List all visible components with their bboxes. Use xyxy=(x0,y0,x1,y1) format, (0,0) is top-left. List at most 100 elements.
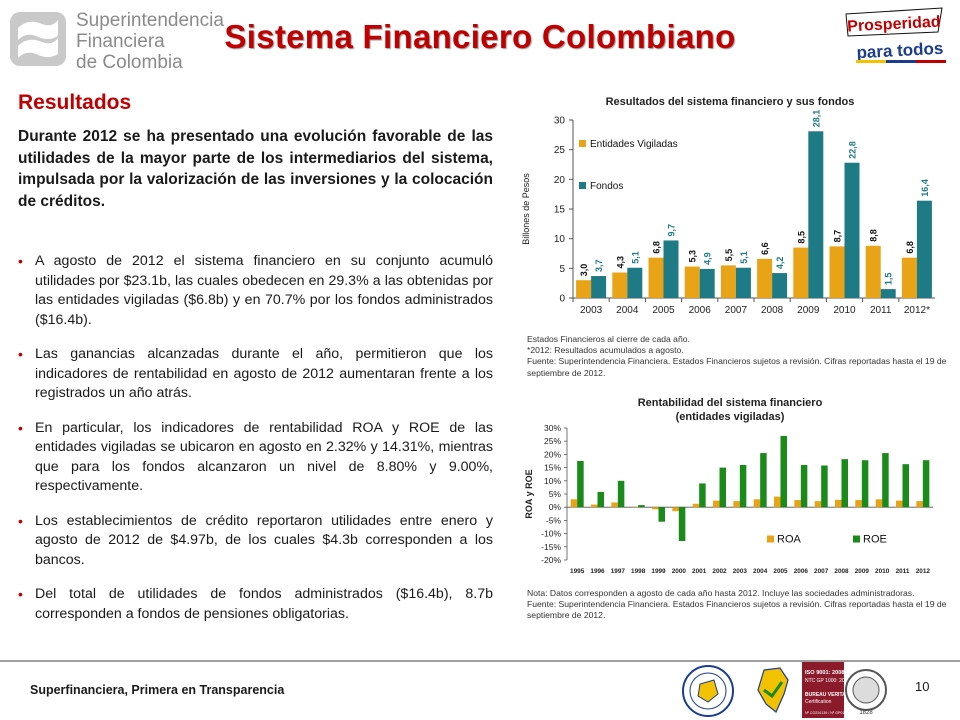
bar-fondos xyxy=(880,289,896,298)
x-tick-label: 2006 xyxy=(794,568,809,575)
section-title: Resultados xyxy=(18,91,132,114)
results-bar-chart: 0 5 10 15 20 25 30 Billones de Pesos 2003 3,0 3,7 2… xyxy=(521,110,935,316)
bar-roe xyxy=(699,483,706,508)
cert-line3: BUREAU VERITAS xyxy=(805,692,850,698)
bar-fondos xyxy=(735,267,751,298)
legend-label-1: Fondos xyxy=(590,181,623,192)
x-tick-label: 2005 xyxy=(773,568,788,575)
data-label: 4,2 xyxy=(775,257,785,270)
y-tick-label: -15% xyxy=(541,542,561,552)
legend-swatch-1 xyxy=(579,182,586,189)
bar-fondos xyxy=(916,200,932,298)
bar-roe xyxy=(739,464,747,508)
bar-roe xyxy=(760,453,767,508)
bar-fondos xyxy=(808,131,824,298)
bar-roe xyxy=(780,435,787,508)
bullet-list: • A agosto de 2012 el sistema financiero … xyxy=(18,252,493,639)
data-label: 3,7 xyxy=(594,260,604,273)
x-tick-label: 2002 xyxy=(712,568,727,575)
bar-roa xyxy=(814,501,822,508)
y-tick-label: 25% xyxy=(544,436,561,446)
bar-entidades xyxy=(901,257,917,298)
x-tick-label: 2005 xyxy=(652,305,675,316)
bar-fondos xyxy=(772,273,788,298)
bar-fondos xyxy=(699,268,715,298)
y-tick-label: 0% xyxy=(549,502,562,512)
bureau-veritas-certification: ISO 9001: 2008 NTC GP 1000: 2009 BUREAU … xyxy=(802,662,887,718)
y-tick-label: 5 xyxy=(559,264,565,275)
bar-fondos xyxy=(663,240,679,298)
data-label: 6,8 xyxy=(905,241,915,254)
y-tick-label: 20 xyxy=(554,175,566,186)
data-label: 22,8 xyxy=(848,141,858,159)
bar-roa xyxy=(672,507,679,512)
x-tick-label: 2010 xyxy=(875,568,890,575)
y-axis-label: ROA y ROE xyxy=(524,469,534,518)
bullet-icon: • xyxy=(18,253,23,269)
legend-label-roe: ROE xyxy=(863,534,887,546)
x-tick-label: 1999 xyxy=(651,568,666,575)
y-tick-label: 20% xyxy=(544,449,561,459)
y-tick-label: 0 xyxy=(559,294,565,305)
chart1-note: Estados Financieros al cierre de cada añ… xyxy=(527,334,947,378)
page-number: 10 xyxy=(915,679,930,694)
list-item: • En particular, los indicadores de renta… xyxy=(18,419,493,495)
data-label: 1,5 xyxy=(884,273,894,286)
bar-entidades xyxy=(684,266,700,298)
bar-roa xyxy=(753,499,761,508)
footer-divider xyxy=(0,660,960,662)
data-label: 8,8 xyxy=(869,229,879,242)
bar-roa xyxy=(692,503,700,508)
list-item: • Los establecimientos de crédito reporta… xyxy=(18,512,493,568)
y-tick-label: 15% xyxy=(544,463,561,473)
y-axis-label: Billones de Pesos xyxy=(521,173,531,245)
legend-swatch-roe xyxy=(853,535,860,543)
cert-year: 1828 xyxy=(859,710,873,716)
bar-roe xyxy=(841,459,848,508)
y-tick-label: 15 xyxy=(554,205,566,216)
bar-entidades xyxy=(576,280,592,298)
chart2-note: Nota: Datos corresponden a agosto de cad… xyxy=(527,588,947,621)
bar-roa xyxy=(774,496,781,508)
legend-label-roa: ROA xyxy=(777,534,802,546)
y-tick-label: -20% xyxy=(541,555,561,565)
y-tick-label: 10 xyxy=(554,234,566,245)
list-item: • Las ganancias alcanzadas durante el año… xyxy=(18,346,493,401)
bar-roe xyxy=(902,464,909,508)
superintendencia-logo: Superintendencia Financiera de Colombia xyxy=(6,6,224,73)
x-tick-label: 2012 xyxy=(916,568,931,575)
bullet-icon: • xyxy=(18,419,23,436)
x-tick-label: 2000 xyxy=(672,568,687,575)
bar-roa xyxy=(611,502,618,508)
x-tick-label: 2009 xyxy=(797,305,820,316)
slogan-line2: para todos xyxy=(856,39,944,63)
y-tick-label: 30 xyxy=(554,116,566,127)
data-label: 4,3 xyxy=(615,256,625,269)
chart1-title: Resultados del sistema financiero y sus … xyxy=(605,96,855,108)
bar-roa xyxy=(835,499,842,508)
bar-entidades xyxy=(648,257,664,298)
slogan-line1: Prosperidad xyxy=(847,14,941,36)
bar-roe xyxy=(922,460,930,508)
bullet-icon: • xyxy=(18,586,23,602)
bar-roe xyxy=(617,480,625,508)
list-item: • Del total de utilidades de fondos admin… xyxy=(18,586,493,622)
bar-roa xyxy=(652,507,659,510)
data-label: 28,1 xyxy=(811,110,821,128)
colombia-map-icon xyxy=(757,667,789,713)
bar-fondos xyxy=(591,276,607,298)
data-label: 6,8 xyxy=(652,241,662,254)
bullet-icon: • xyxy=(18,512,23,529)
x-tick-label: 1997 xyxy=(611,568,626,575)
y-tick-label: -10% xyxy=(541,529,561,539)
bar-entidades xyxy=(829,246,845,298)
org-name: Superintendencia Financiera de Colombia xyxy=(76,10,224,73)
bar-roa xyxy=(631,506,639,508)
profitability-bar-chart: -20% -15% -10% -5% 0% 5% 10% 15% 20% 25% 30% ROA y … xyxy=(524,423,933,575)
bar-entidades xyxy=(757,258,773,298)
x-tick-label: 2003 xyxy=(580,305,603,316)
bar-roe xyxy=(638,505,645,508)
prosperidad-logo: Prosperidad para todos xyxy=(845,7,948,63)
x-tick-label: 2007 xyxy=(814,568,829,575)
bar-roa xyxy=(591,504,598,508)
